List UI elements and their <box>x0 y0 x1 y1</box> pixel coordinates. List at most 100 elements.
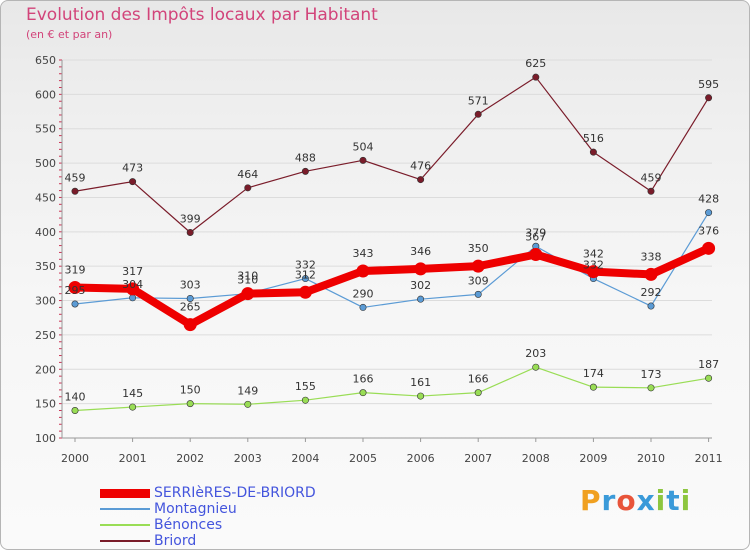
data-point <box>356 264 370 278</box>
x-tick-label: 2010 <box>637 452 665 465</box>
x-tick-label: 2004 <box>291 452 319 465</box>
data-point <box>644 267 658 281</box>
y-tick-label: 300 <box>35 295 56 308</box>
data-label: 309 <box>468 274 489 287</box>
y-tick-label: 100 <box>35 432 56 445</box>
data-point <box>244 400 252 408</box>
y-tick-label: 450 <box>35 191 56 204</box>
legend-item: SERRIèRES-DE-BRIORD <box>100 485 400 501</box>
data-label: 350 <box>468 242 489 255</box>
data-label: 516 <box>583 132 604 145</box>
data-point <box>68 280 82 294</box>
data-point <box>359 389 367 397</box>
x-tick-label: 2003 <box>234 452 262 465</box>
data-label: 303 <box>180 278 201 291</box>
data-point <box>529 247 543 261</box>
x-tick-label: 2008 <box>522 452 550 465</box>
data-point <box>298 285 312 299</box>
legend-swatch <box>100 489 150 498</box>
data-label: 295 <box>65 284 86 297</box>
data-label: 166 <box>353 373 374 386</box>
data-point <box>471 259 485 273</box>
data-point <box>474 290 482 298</box>
data-label: 310 <box>237 270 258 283</box>
logo-letter: o <box>616 484 637 517</box>
series-line <box>74 211 710 309</box>
data-label: 312 <box>295 268 316 281</box>
data-label: 319 <box>65 263 86 276</box>
logo-letter: P <box>580 484 602 517</box>
y-tick-label: 400 <box>35 226 56 239</box>
data-label: 150 <box>180 384 201 397</box>
data-label: 343 <box>353 247 374 260</box>
data-point <box>647 187 655 195</box>
y-tick-label: 650 <box>35 54 56 67</box>
data-point <box>129 294 137 302</box>
data-label: 376 <box>698 224 719 237</box>
data-label: 488 <box>295 151 316 164</box>
y-tick-label: 150 <box>35 398 56 411</box>
data-point <box>589 148 597 156</box>
data-point <box>71 407 79 415</box>
data-label: 476 <box>410 160 431 173</box>
data-label: 149 <box>237 384 258 397</box>
data-point <box>647 384 655 392</box>
data-point <box>186 294 194 302</box>
data-label: 379 <box>525 226 546 239</box>
data-point <box>474 110 482 118</box>
data-label: 464 <box>237 168 258 181</box>
logo-letter: x <box>636 484 656 517</box>
x-tick-label: 2007 <box>464 452 492 465</box>
logo-letter: r <box>601 484 617 517</box>
data-label: 145 <box>122 387 143 400</box>
logo-letter: i <box>655 484 667 517</box>
data-point <box>417 176 425 184</box>
data-label: 203 <box>525 347 546 360</box>
data-label: 317 <box>122 265 143 278</box>
data-label: 399 <box>180 213 201 226</box>
data-point <box>129 403 137 411</box>
data-point <box>705 94 713 102</box>
logo-letter: t <box>666 484 681 517</box>
y-tick-label: 250 <box>35 329 56 342</box>
data-label: 302 <box>410 279 431 292</box>
data-label: 625 <box>525 57 546 70</box>
series-line <box>74 366 710 412</box>
y-tick-label: 200 <box>35 363 56 376</box>
data-label: 292 <box>641 286 662 299</box>
data-label: 459 <box>65 171 86 184</box>
x-tick-label: 2000 <box>61 452 89 465</box>
x-tick-label: 2011 <box>695 452 723 465</box>
data-label: 155 <box>295 380 316 393</box>
data-point <box>589 383 597 391</box>
chart-title: Evolution des Impôts locaux par Habitant <box>26 5 378 25</box>
y-tick-label: 350 <box>35 260 56 273</box>
legend-label: Briord <box>154 533 197 549</box>
x-tick-label: 2001 <box>119 452 147 465</box>
data-point <box>705 209 713 217</box>
data-label: 338 <box>641 250 662 263</box>
legend-item: Bénonces <box>100 517 400 533</box>
data-point <box>359 156 367 164</box>
data-point <box>532 73 540 81</box>
legend-label: Montagnieu <box>154 501 237 517</box>
data-label: 332 <box>295 259 316 272</box>
data-label: 473 <box>122 162 143 175</box>
data-label: 504 <box>353 140 374 153</box>
legend-label: Bénonces <box>154 517 223 533</box>
legend-swatch <box>100 524 150 526</box>
data-label: 459 <box>641 171 662 184</box>
data-point <box>186 229 194 237</box>
data-point <box>71 300 79 308</box>
data-point <box>241 287 255 301</box>
data-point <box>359 303 367 311</box>
data-label: 140 <box>65 391 86 404</box>
data-label: 166 <box>468 373 489 386</box>
x-tick-label: 2002 <box>176 452 204 465</box>
data-label: 428 <box>698 193 719 206</box>
proxiti-logo: Proxiti <box>580 484 691 517</box>
data-point <box>126 282 140 296</box>
data-point <box>417 392 425 400</box>
data-point <box>417 295 425 303</box>
